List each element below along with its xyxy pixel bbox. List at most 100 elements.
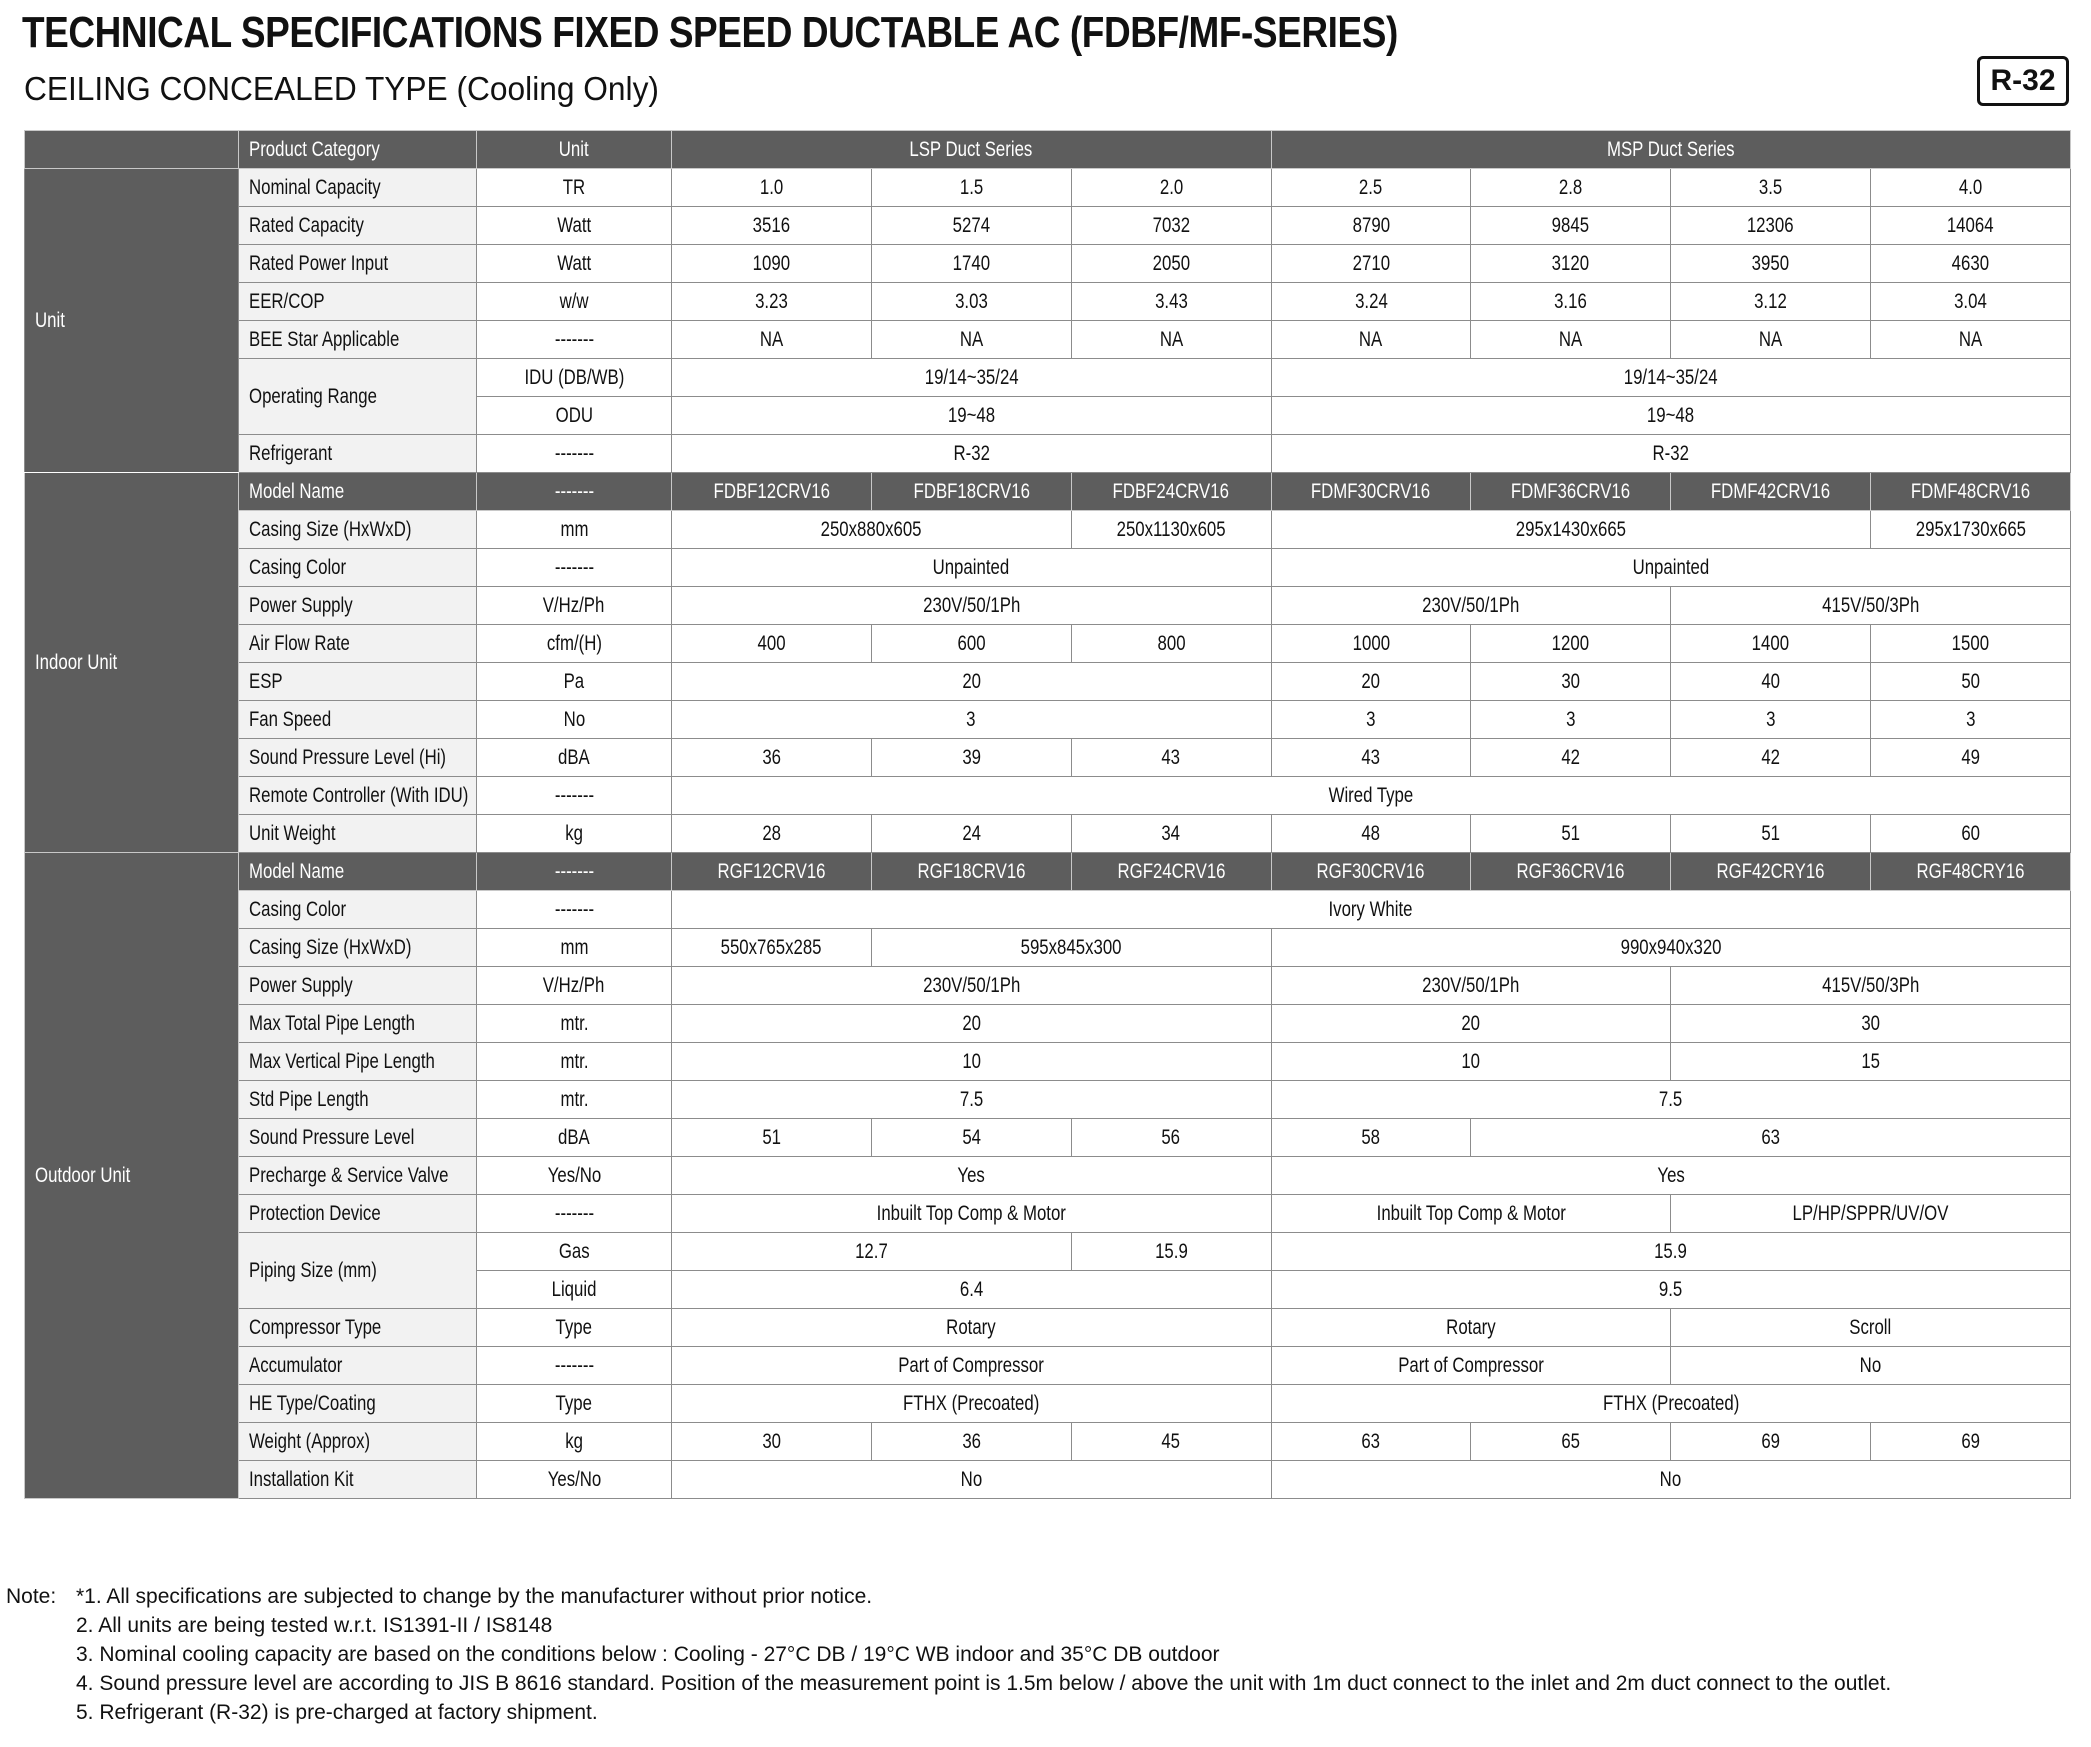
- value-cell-text: FTHX (Precoated): [903, 1391, 1040, 1415]
- label-cell-text: Std Pipe Length: [249, 1087, 369, 1111]
- value-cell-text: 34: [1161, 821, 1181, 845]
- spec-row: Remote Controller (With IDU) ------- Wired…: [25, 776, 2071, 815]
- value-cell: 51: [1670, 814, 1872, 853]
- value-cell: 1400: [1670, 624, 1872, 663]
- value-cell-text: 65: [1561, 1429, 1581, 1453]
- label-cell-text: Accumulator: [249, 1353, 343, 1377]
- value-cell-text: 43: [1161, 745, 1181, 769]
- label-cell-text: Installation Kit: [249, 1467, 354, 1491]
- value-cell-text: RGF18CRV16: [917, 859, 1026, 883]
- spec-row: Casing Size (HxWxD) mm 250x880x605 250x1130…: [25, 510, 2071, 549]
- value-cell-text: 51: [1561, 821, 1581, 845]
- unit-cell-text: cfm/(H): [546, 631, 602, 655]
- value-cell: 400: [671, 624, 872, 663]
- value-cell: 69: [1670, 1422, 1872, 1461]
- value-cell-text: Yes: [1657, 1163, 1685, 1187]
- label-cell-text: HE Type/Coating: [249, 1391, 376, 1415]
- label-cell: ESP: [238, 662, 477, 701]
- unit-cell-text: Pa: [563, 669, 585, 693]
- value-cell: 19/14~35/24: [671, 358, 1272, 397]
- value-cell-text: NA: [1159, 327, 1183, 351]
- unit-cell-text: mtr.: [560, 1087, 588, 1111]
- spec-row: Power Supply V/Hz/Ph 230V/50/1Ph 230V/50/1P…: [25, 586, 2071, 625]
- section-cell-text: Unit: [35, 308, 65, 332]
- value-cell-text: Unpainted: [932, 555, 1010, 579]
- label-cell: Unit Weight: [238, 814, 477, 853]
- spec-row: EER/COP w/w 3.23 3.03 3.43 3.24 3.16 3.12 3.04: [25, 282, 2071, 321]
- unit-cell-text: mm: [560, 517, 588, 541]
- value-cell: 4630: [1870, 244, 2071, 283]
- value-cell: NA: [1070, 320, 1272, 359]
- unit-cell: -------: [476, 434, 672, 473]
- spec-row: Refrigerant ------- R-32 R-32: [25, 434, 2072, 473]
- value-cell: NA: [870, 320, 1072, 359]
- value-cell: 250x880x605: [671, 510, 1072, 549]
- value-cell-text: 45: [1161, 1429, 1181, 1453]
- value-cell-text: Part of Compressor: [1398, 1353, 1544, 1377]
- value-cell-text: 42: [1761, 745, 1780, 769]
- value-cell-text: 3: [1366, 707, 1376, 731]
- value-cell-text: 2.0: [1159, 175, 1183, 199]
- value-cell: 295x1730x665: [1870, 510, 2071, 549]
- label-cell: Protection Device: [238, 1194, 477, 1233]
- value-cell-text: 20: [961, 1011, 981, 1035]
- value-cell-text: Rotary: [1446, 1315, 1496, 1339]
- unit-cell: V/Hz/Ph: [476, 966, 672, 1005]
- value-cell-text: No: [1660, 1467, 1682, 1491]
- value-cell-text: 550x765x285: [720, 935, 822, 959]
- value-cell: 12306: [1670, 206, 1872, 245]
- value-cell-text: NA: [959, 327, 983, 351]
- unit-cell-text: IDU (DB/WB): [524, 365, 624, 389]
- value-cell: No: [671, 1460, 1272, 1499]
- value-cell: 1500: [1870, 624, 2071, 663]
- label-cell: Power Supply: [238, 966, 477, 1005]
- value-cell-text: 9845: [1552, 213, 1590, 237]
- unit-cell: kg: [476, 814, 672, 853]
- unit-cell: mm: [476, 928, 672, 967]
- label-cell-text: Model Name: [249, 859, 345, 883]
- value-cell: 230V/50/1Ph: [671, 586, 1272, 625]
- value-cell: 15.9: [1070, 1232, 1272, 1271]
- label-cell: Sound Pressure Level (Hi): [238, 738, 477, 777]
- value-cell-text: 3950: [1751, 251, 1790, 275]
- label-cell: Sound Pressure Level: [238, 1118, 477, 1157]
- value-cell-text: FDBF12CRV16: [713, 479, 830, 503]
- value-cell: RGF42CRY16: [1670, 852, 1872, 891]
- label-cell-text: Air Flow Rate: [249, 631, 350, 655]
- spec-row: Piping Size (mm) Gas 12.7 15.9 15.9: [25, 1232, 2072, 1309]
- unit-cell: mm: [476, 510, 672, 549]
- unit-cell: kg: [476, 1422, 672, 1461]
- value-cell: 595x845x300: [870, 928, 1272, 967]
- label-cell-text: Power Supply: [249, 973, 353, 997]
- unit-cell-text: dBA: [558, 745, 590, 769]
- value-cell: LSP Duct Series: [671, 130, 1272, 169]
- unit-cell: Yes/No: [476, 1460, 672, 1499]
- value-cell-text: R-32: [953, 441, 990, 465]
- value-cell-text: 15.9: [1154, 1239, 1188, 1263]
- value-cell: FDMF42CRV16: [1670, 472, 1872, 511]
- label-cell-text: Product Category: [249, 137, 380, 161]
- value-cell: 3.03: [870, 282, 1072, 321]
- value-cell: RGF24CRV16: [1070, 852, 1272, 891]
- value-cell-text: 30: [1561, 669, 1581, 693]
- unit-cell-text: -------: [554, 783, 594, 807]
- notes: Note: *1. All specifications are subject…: [6, 1582, 1891, 1727]
- label-cell: Rated Capacity: [238, 206, 477, 245]
- value-cell: 3950: [1670, 244, 1872, 283]
- value-cell: 2.8: [1470, 168, 1672, 207]
- label-cell: Installation Kit: [238, 1460, 477, 1499]
- label-cell-text: Casing Size (HxWxD): [249, 517, 412, 541]
- unit-cell-text: -------: [554, 479, 594, 503]
- section-cell-text: Outdoor Unit: [35, 1163, 131, 1187]
- subtitle: CEILING CONCEALED TYPE (Cooling Only): [24, 70, 659, 107]
- value-cell-text: 4.0: [1958, 175, 1983, 199]
- spec-row: Operating Range IDU (DB/WB) 19/14~35/24 19/…: [25, 358, 2072, 435]
- value-cell-text: 10: [961, 1049, 981, 1073]
- unit-cell-text: Watt: [557, 213, 591, 237]
- spec-row: Rated Power Input Watt 1090 1740 2050 2710 312…: [25, 244, 2071, 283]
- label-cell: BEE Star Applicable: [238, 320, 477, 359]
- value-cell: 43: [1270, 738, 1472, 777]
- value-cell: 1200: [1470, 624, 1672, 663]
- value-cell-text: 20: [1361, 669, 1381, 693]
- value-cell-text: 230V/50/1Ph: [1422, 593, 1520, 617]
